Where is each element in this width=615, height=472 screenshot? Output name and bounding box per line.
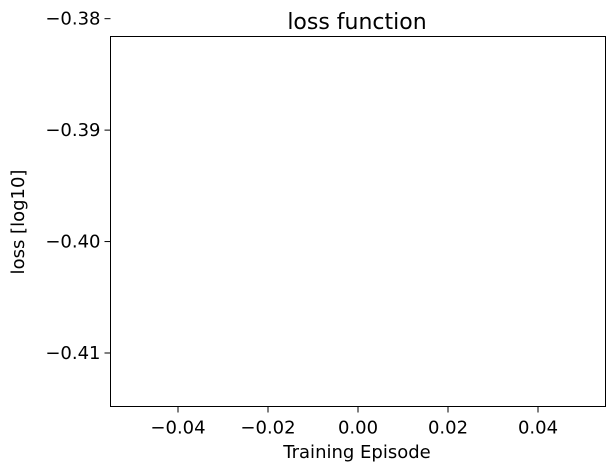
- x-axis: −0.04 −0.02 0.00 0.02 0.04: [150, 406, 558, 439]
- y-tick-label: −0.41: [45, 343, 100, 364]
- plot-area: [110, 36, 606, 407]
- y-tick-label: −0.39: [45, 120, 100, 141]
- y-tick-label: −0.38: [45, 9, 100, 30]
- x-tick-label: 0.04: [518, 418, 558, 439]
- x-tick-label: −0.02: [240, 418, 295, 439]
- x-axis-label: Training Episode: [282, 442, 430, 463]
- y-tick-label: −0.40: [45, 232, 100, 253]
- y-axis-label: loss [log10]: [8, 170, 29, 275]
- y-axis: −0.38 −0.39 −0.40 −0.41: [45, 9, 111, 364]
- x-tick-label: −0.04: [150, 418, 205, 439]
- chart-title: loss function: [287, 10, 426, 35]
- x-tick-label: 0.00: [338, 418, 378, 439]
- x-tick-label: 0.02: [428, 418, 468, 439]
